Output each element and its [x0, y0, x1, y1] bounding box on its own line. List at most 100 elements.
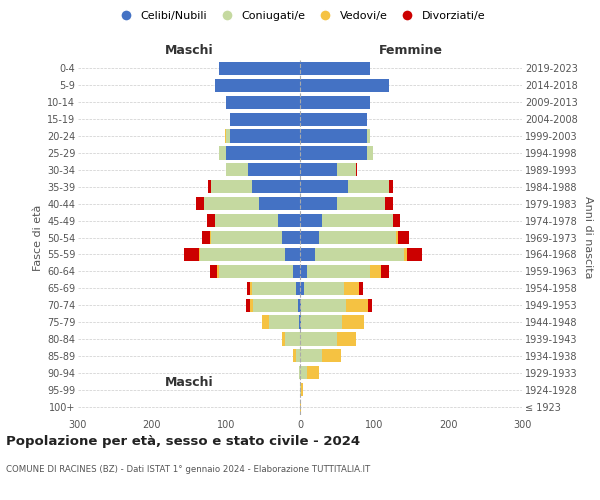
Bar [269, 316, 299, 328]
Bar [301, 298, 346, 312]
Bar [337, 164, 356, 176]
Bar [200, 248, 285, 261]
Bar [299, 316, 300, 328]
Bar [356, 164, 357, 176]
Bar [342, 316, 364, 328]
Bar [300, 316, 301, 328]
Text: Maschi: Maschi [164, 376, 214, 390]
Bar [199, 248, 200, 261]
Bar [184, 248, 199, 261]
Bar [218, 146, 226, 160]
Bar [368, 298, 372, 312]
Bar [382, 264, 389, 278]
Bar [226, 164, 248, 176]
Bar [300, 400, 301, 413]
Bar [367, 146, 373, 160]
Bar [226, 130, 230, 142]
Bar [300, 62, 370, 75]
Bar [210, 264, 217, 278]
Bar [344, 282, 359, 295]
Bar [407, 248, 422, 261]
Bar [322, 214, 392, 227]
Bar [285, 332, 300, 345]
Bar [252, 180, 300, 194]
Bar [248, 164, 300, 176]
Bar [218, 264, 293, 278]
Bar [300, 180, 348, 194]
Bar [300, 248, 315, 261]
Bar [246, 298, 250, 312]
Bar [281, 332, 285, 345]
Bar [300, 349, 322, 362]
Bar [300, 112, 367, 126]
Legend: Celibi/Nubili, Coniugati/e, Vedovi/e, Divorziati/e: Celibi/Nubili, Coniugati/e, Vedovi/e, Di… [115, 10, 485, 20]
Bar [307, 264, 370, 278]
Bar [230, 130, 300, 142]
Bar [300, 282, 304, 295]
Bar [300, 264, 307, 278]
Bar [224, 130, 226, 142]
Bar [285, 248, 300, 261]
Bar [253, 298, 298, 312]
Bar [300, 197, 337, 210]
Bar [300, 383, 301, 396]
Text: COMUNE DI RACINES (BZ) - Dati ISTAT 1° gennaio 2024 - Elaborazione TUTTITALIA.IT: COMUNE DI RACINES (BZ) - Dati ISTAT 1° g… [6, 465, 370, 474]
Bar [210, 231, 211, 244]
Bar [300, 130, 367, 142]
Bar [319, 231, 396, 244]
Bar [396, 231, 398, 244]
Bar [359, 282, 363, 295]
Y-axis label: Fasce di età: Fasce di età [32, 204, 43, 270]
Bar [315, 248, 404, 261]
Bar [226, 96, 300, 109]
Bar [337, 197, 385, 210]
Bar [300, 366, 307, 380]
Bar [262, 316, 269, 328]
Bar [300, 164, 337, 176]
Bar [322, 349, 341, 362]
Bar [281, 231, 300, 244]
Bar [230, 112, 300, 126]
Bar [296, 282, 300, 295]
Bar [196, 197, 204, 210]
Bar [217, 264, 218, 278]
Bar [346, 298, 368, 312]
Bar [398, 231, 409, 244]
Bar [367, 130, 370, 142]
Bar [252, 282, 296, 295]
Bar [337, 332, 356, 345]
Bar [300, 298, 301, 312]
Bar [218, 62, 300, 75]
Bar [348, 180, 389, 194]
Bar [299, 366, 300, 380]
Bar [300, 146, 367, 160]
Text: Femmine: Femmine [379, 44, 443, 58]
Bar [301, 383, 303, 396]
Bar [208, 180, 211, 194]
Bar [250, 282, 252, 295]
Bar [278, 214, 300, 227]
Bar [211, 231, 281, 244]
Bar [259, 197, 300, 210]
Y-axis label: Anni di nascita: Anni di nascita [583, 196, 593, 279]
Bar [392, 214, 400, 227]
Bar [370, 264, 382, 278]
Bar [300, 332, 337, 345]
Bar [215, 79, 300, 92]
Bar [404, 248, 407, 261]
Bar [208, 214, 215, 227]
Bar [300, 214, 322, 227]
Bar [293, 349, 296, 362]
Bar [204, 197, 259, 210]
Bar [307, 366, 319, 380]
Bar [300, 96, 370, 109]
Bar [215, 214, 278, 227]
Text: Maschi: Maschi [164, 44, 214, 58]
Bar [389, 180, 392, 194]
Bar [296, 349, 300, 362]
Bar [304, 282, 344, 295]
Bar [211, 180, 252, 194]
Bar [247, 282, 250, 295]
Bar [298, 298, 300, 312]
Bar [301, 316, 342, 328]
